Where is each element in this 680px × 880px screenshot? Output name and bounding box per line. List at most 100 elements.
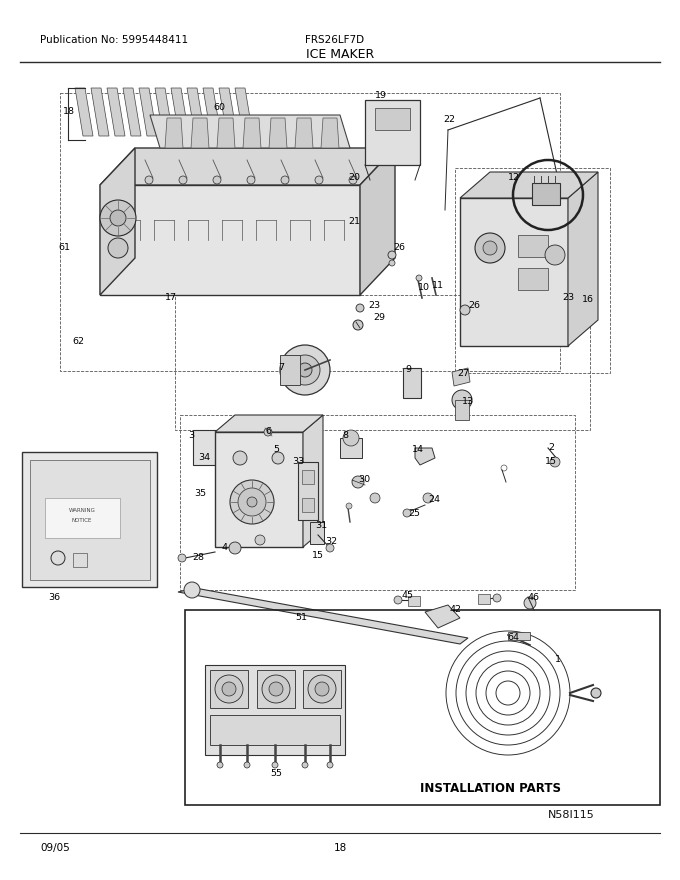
Text: 1: 1 (555, 656, 561, 664)
Text: 16: 16 (582, 296, 594, 304)
Text: 8: 8 (342, 431, 348, 441)
Polygon shape (171, 88, 189, 136)
Bar (460, 198, 568, 346)
Circle shape (262, 675, 290, 703)
Circle shape (244, 762, 250, 768)
Text: 5: 5 (273, 445, 279, 454)
Polygon shape (75, 88, 93, 136)
Polygon shape (360, 148, 395, 295)
Circle shape (343, 430, 359, 446)
Text: NOTICE: NOTICE (72, 517, 92, 523)
Bar (185, 610, 660, 805)
Circle shape (460, 305, 470, 315)
Bar (365, 100, 420, 165)
Text: 55: 55 (270, 768, 282, 778)
Polygon shape (321, 118, 339, 148)
Bar (518, 235, 548, 257)
Text: 35: 35 (194, 489, 206, 498)
Circle shape (238, 488, 266, 516)
Bar (518, 268, 548, 290)
Text: FRS26LF7D: FRS26LF7D (305, 35, 364, 45)
Circle shape (110, 210, 126, 226)
Polygon shape (155, 88, 173, 136)
Circle shape (247, 497, 257, 507)
Circle shape (247, 176, 255, 184)
Text: 45: 45 (402, 590, 414, 599)
Circle shape (145, 176, 153, 184)
Circle shape (545, 245, 565, 265)
Bar (45, 498, 120, 538)
Text: 22: 22 (443, 115, 455, 124)
Polygon shape (150, 115, 350, 148)
Circle shape (290, 355, 320, 385)
Bar (73, 553, 87, 567)
Text: 25: 25 (408, 509, 420, 517)
Circle shape (230, 480, 274, 524)
Circle shape (423, 493, 433, 503)
Text: 15: 15 (545, 458, 557, 466)
Polygon shape (123, 88, 141, 136)
Circle shape (315, 176, 323, 184)
Text: 18: 18 (333, 843, 347, 853)
Polygon shape (91, 88, 109, 136)
Bar (532, 183, 560, 205)
Circle shape (493, 594, 501, 602)
Polygon shape (100, 148, 135, 295)
Circle shape (272, 762, 278, 768)
Circle shape (327, 762, 333, 768)
Circle shape (233, 451, 247, 465)
Text: 23: 23 (368, 300, 380, 310)
Polygon shape (243, 118, 261, 148)
Circle shape (416, 275, 422, 281)
Text: WARNING: WARNING (69, 508, 95, 512)
Text: 27: 27 (457, 369, 469, 378)
Circle shape (298, 363, 312, 377)
Circle shape (222, 682, 236, 696)
Bar (375, 108, 410, 130)
Text: 3: 3 (188, 431, 194, 441)
Polygon shape (408, 596, 420, 606)
Text: ICE MAKER: ICE MAKER (306, 48, 374, 61)
Circle shape (550, 457, 560, 467)
Bar (210, 670, 248, 708)
Text: 34: 34 (198, 453, 210, 463)
Circle shape (179, 176, 187, 184)
Circle shape (591, 688, 601, 698)
Text: 24: 24 (428, 495, 440, 504)
Circle shape (184, 582, 200, 598)
Circle shape (229, 542, 241, 554)
Circle shape (524, 597, 536, 609)
Text: 09/05: 09/05 (40, 843, 70, 853)
Circle shape (352, 476, 364, 488)
Text: 7: 7 (278, 363, 284, 372)
Circle shape (403, 509, 411, 517)
Circle shape (483, 241, 497, 255)
Bar (455, 168, 610, 373)
Text: 46: 46 (528, 593, 540, 603)
Circle shape (308, 675, 336, 703)
Circle shape (217, 762, 223, 768)
Bar (215, 432, 303, 547)
Text: 13: 13 (462, 398, 474, 407)
Circle shape (315, 682, 329, 696)
Polygon shape (100, 185, 360, 295)
Polygon shape (295, 118, 313, 148)
Polygon shape (107, 88, 125, 136)
Polygon shape (165, 118, 183, 148)
Text: 2: 2 (548, 444, 554, 452)
Text: 12: 12 (508, 172, 520, 181)
Text: 10: 10 (418, 283, 430, 292)
Polygon shape (415, 448, 435, 465)
Bar (298, 462, 318, 520)
Text: 42: 42 (450, 605, 462, 614)
Polygon shape (478, 594, 490, 604)
Polygon shape (568, 172, 598, 346)
Text: 31: 31 (315, 520, 327, 530)
Bar (310, 522, 324, 544)
Polygon shape (303, 415, 323, 547)
Polygon shape (187, 88, 205, 136)
Circle shape (178, 554, 186, 562)
Text: 28: 28 (192, 554, 204, 562)
Text: Publication No: 5995448411: Publication No: 5995448411 (40, 35, 188, 45)
Circle shape (452, 390, 472, 410)
